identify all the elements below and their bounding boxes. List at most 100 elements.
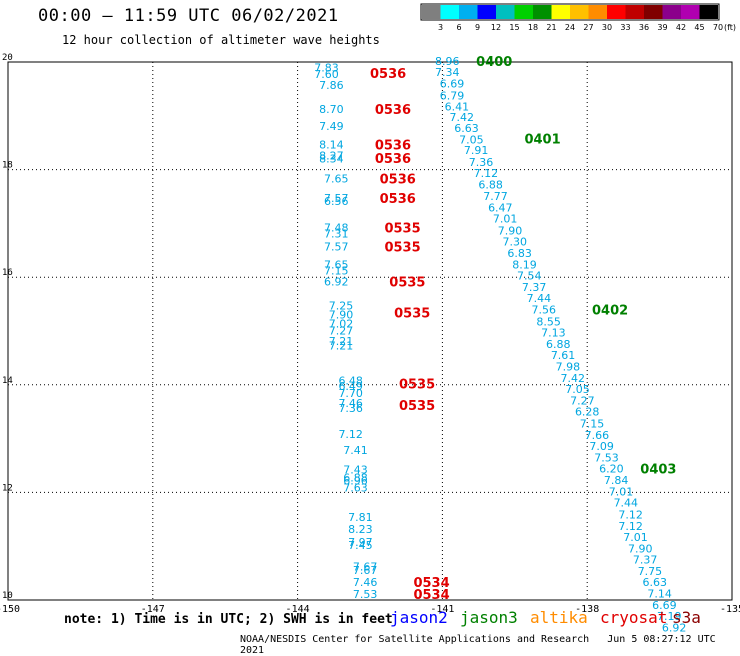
colorbar-label: 24 bbox=[565, 23, 575, 32]
data-point-label: 6.88 bbox=[343, 471, 368, 484]
pass-time-label: 0536 bbox=[370, 67, 406, 82]
colorbar-label: 42 bbox=[676, 23, 686, 32]
data-point-label: 6.47 bbox=[488, 201, 513, 214]
data-point-label: 7.37 bbox=[633, 554, 658, 567]
data-point-label: 8.96 bbox=[435, 55, 460, 68]
data-point-label: 6.88 bbox=[546, 338, 571, 351]
data-point-label: 7.42 bbox=[560, 372, 585, 385]
data-point-label: 7.14 bbox=[647, 588, 672, 601]
data-point-label: 6.41 bbox=[445, 101, 470, 114]
data-point-label: 7.44 bbox=[527, 292, 552, 305]
data-point-label: 7.27 bbox=[329, 324, 354, 337]
colorbar-label: 39 bbox=[657, 23, 667, 32]
data-point-label: 8.55 bbox=[536, 315, 561, 328]
data-point-label: 7.98 bbox=[556, 361, 581, 374]
data-point-label: 6.20 bbox=[599, 463, 624, 476]
data-point-label: 7.02 bbox=[329, 317, 354, 330]
data-point-label: 7.43 bbox=[343, 463, 368, 476]
data-point-label: 7.90 bbox=[628, 542, 653, 555]
pass-time-label: 0536 bbox=[375, 103, 411, 118]
data-point-label: 7.57 bbox=[324, 241, 349, 254]
data-point-label: 7.01 bbox=[623, 531, 648, 544]
colorbar-swatch bbox=[496, 5, 515, 19]
y-tick-label: 10 bbox=[2, 591, 13, 601]
data-point-label: 8.19 bbox=[512, 258, 537, 271]
data-point-label: 7.77 bbox=[483, 190, 508, 203]
data-point-label: 7.31 bbox=[324, 228, 349, 241]
data-point-label: 7.97 bbox=[348, 536, 373, 549]
pass-time-label: 0535 bbox=[399, 399, 435, 414]
y-tick-label: 16 bbox=[2, 268, 13, 278]
data-point-label: 7.34 bbox=[435, 66, 460, 79]
data-point-label: 7.37 bbox=[522, 281, 547, 294]
data-point-label: 7.12 bbox=[474, 167, 499, 180]
x-tick-label: -147 bbox=[141, 604, 165, 615]
colorbar-swatch bbox=[551, 5, 570, 19]
page-subtitle: 12 hour collection of altimeter wave hei… bbox=[62, 33, 380, 47]
colorbar-swatch bbox=[588, 5, 607, 19]
data-point-label: 8.34 bbox=[319, 152, 344, 165]
data-point-label: 6.63 bbox=[454, 122, 479, 135]
legend-jason2: jason2 bbox=[390, 608, 448, 627]
pass-time-label: 0536 bbox=[375, 152, 411, 167]
data-point-label: 7.12 bbox=[618, 520, 643, 533]
footer-credit: NOAA/NESDIS Center for Satellite Applica… bbox=[240, 634, 740, 656]
data-point-label: 7.53 bbox=[594, 451, 619, 464]
data-point-label: 7.61 bbox=[551, 349, 576, 362]
data-point-label: 7.41 bbox=[343, 444, 368, 457]
colorbar-label: 15 bbox=[509, 23, 519, 32]
pass-time-label: 0402 bbox=[592, 303, 628, 318]
legend-jason3: jason3 bbox=[460, 608, 518, 627]
plot-frame bbox=[7, 61, 733, 601]
data-point-label: 7.83 bbox=[314, 61, 339, 74]
data-point-label: 7.65 bbox=[324, 173, 349, 186]
pass-time-label: 0535 bbox=[384, 241, 420, 256]
colorbar-label: 3 bbox=[438, 23, 443, 32]
colorbar-label: 12 bbox=[491, 23, 501, 32]
data-point-label: 6.83 bbox=[507, 247, 532, 260]
data-point-label: 7.25 bbox=[329, 300, 354, 313]
data-point-label: 7.42 bbox=[449, 111, 474, 124]
data-point-label: 7.67 bbox=[353, 561, 378, 574]
colorbar-swatch bbox=[459, 5, 478, 19]
pass-time-label: 0534 bbox=[413, 588, 449, 603]
legend-altika: altika bbox=[530, 608, 588, 627]
colorbar-label: 70 bbox=[713, 23, 723, 32]
credit-text: NOAA/NESDIS Center for Satellite Applica… bbox=[240, 634, 590, 645]
data-point-label: 7.53 bbox=[353, 588, 378, 601]
colorbar-swatch bbox=[570, 5, 589, 19]
page-title: 00:00 – 11:59 UTC 06/02/2021 bbox=[38, 6, 339, 26]
colorbar-unit: (ft) bbox=[724, 23, 736, 32]
pass-time-label: 0535 bbox=[394, 307, 430, 322]
data-point-label: 6.79 bbox=[440, 89, 465, 102]
colorbar-label: 18 bbox=[528, 23, 538, 32]
pass-time-label: 0401 bbox=[524, 132, 560, 147]
data-point-label: 7.30 bbox=[503, 236, 528, 249]
y-tick-label: 14 bbox=[2, 376, 13, 386]
colorbar-swatch bbox=[681, 5, 700, 19]
data-point-label: 7.44 bbox=[614, 497, 639, 510]
data-point-label: 7.09 bbox=[589, 440, 614, 453]
legend-cryosat: cryosat bbox=[600, 608, 668, 627]
colorbar-label: 9 bbox=[475, 23, 480, 32]
data-point-label: 6.88 bbox=[478, 179, 503, 192]
data-point-label: 7.46 bbox=[338, 397, 363, 410]
colorbar-swatch bbox=[699, 5, 718, 19]
data-point-label: 7.75 bbox=[638, 565, 663, 578]
data-point-label: 6.48 bbox=[338, 374, 363, 387]
data-point-label: 7.01 bbox=[609, 485, 634, 498]
data-point-label: 7.66 bbox=[585, 429, 610, 442]
colorbar-swatch bbox=[422, 5, 441, 19]
data-point-label: 7.21 bbox=[329, 335, 354, 348]
colorbar-swatch bbox=[477, 5, 496, 19]
colorbar-label: 36 bbox=[639, 23, 649, 32]
pass-time-label: 0535 bbox=[389, 276, 425, 291]
colorbar-label: 45 bbox=[694, 23, 704, 32]
data-point-label: 8.70 bbox=[319, 103, 344, 116]
data-point-label: 7.60 bbox=[314, 68, 339, 81]
data-point-label: 6.69 bbox=[652, 599, 677, 612]
colorbar-swatch bbox=[514, 5, 533, 19]
data-point-label: 7.15 bbox=[324, 265, 349, 278]
data-point-label: 7.81 bbox=[348, 511, 373, 524]
pass-time-label: 0403 bbox=[640, 463, 676, 478]
